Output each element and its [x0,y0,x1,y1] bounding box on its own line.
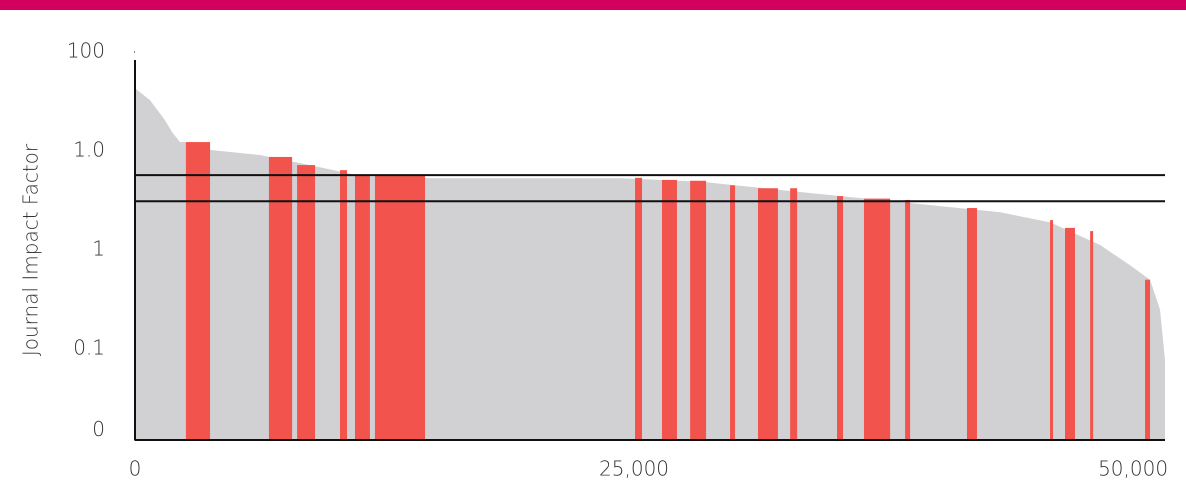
top-band [0,0,1186,10]
y-tick-label: 0.1 [73,335,105,359]
highlight-bar [354,175,370,440]
highlight-bar [757,188,778,440]
highlight-bar [297,165,316,440]
highlight-bar [1050,220,1054,440]
y-tick-label: 0 [92,417,105,441]
highlight-bar [340,170,347,440]
x-tick-label: 50,000 [1098,457,1168,481]
y-tick-label: 1 [92,236,105,260]
highlight-bar [1090,231,1094,440]
y-axis-label: Journal Impact Factor [19,143,43,356]
x-tick-label: 25,000 [599,457,669,481]
highlight-bar [661,179,677,440]
highlight-bar [374,175,426,440]
highlight-bar [905,199,911,440]
highlight-bar [730,185,736,440]
highlight-bar [837,196,844,440]
x-tick-label: 0 [129,457,142,481]
y-tick-label: 1.0 [73,137,105,161]
y-tick-label: 100 [67,39,105,63]
highlight-bar [790,188,798,440]
highlight-bar [635,177,643,440]
highlight-bar [1064,227,1075,440]
highlight-bar [863,198,891,440]
highlight-bar [1145,279,1151,440]
highlight-bar [268,156,293,440]
highlight-bar [966,208,977,440]
highlight-bar [690,180,707,440]
highlight-bar [185,142,211,440]
